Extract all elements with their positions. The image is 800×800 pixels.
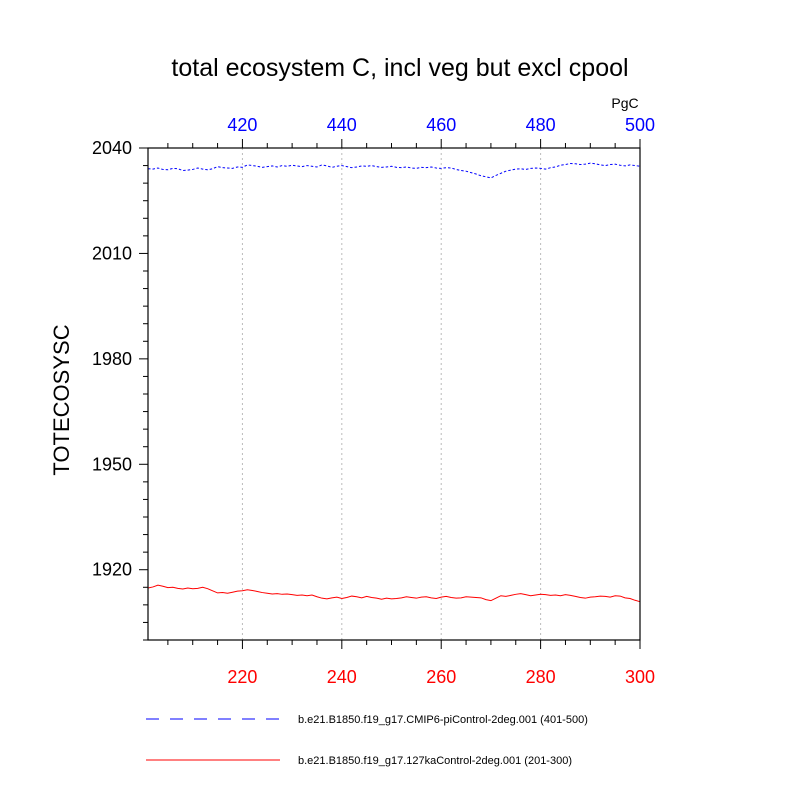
x-top-tick-label-480: 480 xyxy=(526,115,556,135)
series-line-blue xyxy=(147,162,641,179)
tick-labels: 1920 1950 1980 2010 2040 220 240 260 280 300 420 44… xyxy=(92,115,655,687)
y-tick-label-2040: 2040 xyxy=(92,138,132,158)
x-top-tick-label-500: 500 xyxy=(625,115,655,135)
y-axis-label: TOTECOSYSC xyxy=(49,324,74,475)
y-tick-label-1920: 1920 xyxy=(92,560,132,580)
series-lines xyxy=(147,162,641,603)
units-label: PgC xyxy=(611,95,638,111)
legend-entry-blue: b.e21.B1850.f19_g17.CMIP6-piControl-2deg… xyxy=(298,714,588,726)
chart-title: total ecosystem C, incl veg but excl cpo… xyxy=(171,54,628,82)
x-bottom-tick-label-280: 280 xyxy=(526,667,556,687)
x-top-tick-label-420: 420 xyxy=(227,115,257,135)
x-bottom-tick-label-240: 240 xyxy=(327,667,357,687)
x-bottom-tick-label-260: 260 xyxy=(426,667,456,687)
legend-entry-red: b.e21.B1850.f19_g17.127kaControl-2deg.00… xyxy=(298,755,572,767)
x-bottom-tick-label-220: 220 xyxy=(227,667,257,687)
series-line-red xyxy=(147,584,641,603)
y-tick-label-1950: 1950 xyxy=(92,454,132,474)
x-bottom-tick-label-300: 300 xyxy=(625,667,655,687)
grid-lines xyxy=(241,148,542,640)
x-top-tick-label-440: 440 xyxy=(327,115,357,135)
x-top-tick-label-460: 460 xyxy=(426,115,456,135)
y-tick-label-1980: 1980 xyxy=(92,349,132,369)
legend: b.e21.B1850.f19_g17.CMIP6-piControl-2deg… xyxy=(146,714,588,767)
axis-ticks xyxy=(139,139,641,649)
y-tick-label-2010: 2010 xyxy=(92,243,132,263)
plot-frame xyxy=(147,147,641,641)
